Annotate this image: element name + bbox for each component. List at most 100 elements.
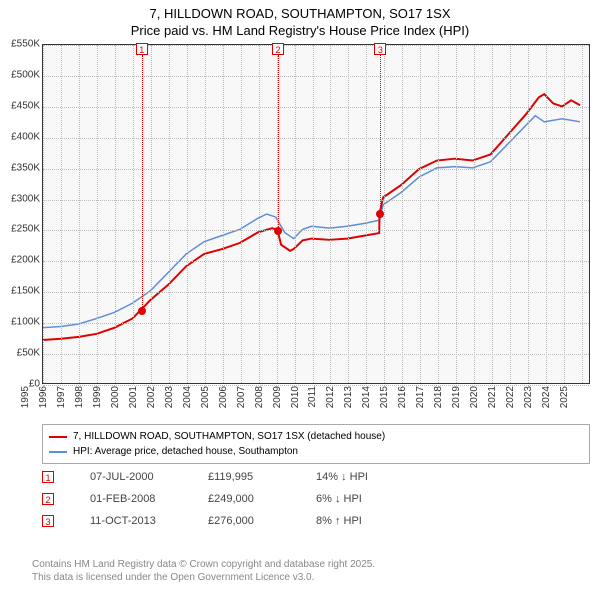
marker-box: 3: [374, 43, 386, 55]
gridline-vertical: [169, 45, 170, 383]
gridline-vertical: [438, 45, 439, 383]
gridline-horizontal: [43, 230, 589, 231]
xtick-label: 2014: [361, 386, 372, 416]
footer-line1: Contains HM Land Registry data © Crown c…: [32, 558, 375, 571]
gridline-vertical: [97, 45, 98, 383]
xtick-label: 2007: [236, 386, 247, 416]
gridline-vertical: [330, 45, 331, 383]
sales-index-box: 3: [42, 515, 54, 527]
xtick-label: 2001: [128, 386, 139, 416]
marker-dot: [138, 307, 146, 315]
title-line2: Price paid vs. HM Land Registry's House …: [0, 23, 600, 40]
ytick-label: £200K: [0, 255, 40, 266]
gridline-vertical: [348, 45, 349, 383]
gridline-horizontal: [43, 76, 589, 77]
xtick-label: 2011: [307, 386, 318, 416]
sales-row: 3 11-OCT-2013 £276,000 8% ↑ HPI: [32, 510, 590, 532]
marker-dot: [376, 210, 384, 218]
sales-date: 11-OCT-2013: [90, 515, 190, 527]
sales-price: £249,000: [208, 493, 298, 505]
gridline-horizontal: [43, 354, 589, 355]
title-line1: 7, HILLDOWN ROAD, SOUTHAMPTON, SO17 1SX: [0, 6, 600, 23]
gridline-vertical: [420, 45, 421, 383]
sales-date: 01-FEB-2008: [90, 493, 190, 505]
gridline-horizontal: [43, 107, 589, 108]
legend-swatch: [49, 451, 67, 453]
gridline-vertical: [313, 45, 314, 383]
gridline-vertical: [241, 45, 242, 383]
footer-text: Contains HM Land Registry data © Crown c…: [32, 558, 375, 584]
xtick-label: 2015: [379, 386, 390, 416]
gridline-horizontal: [43, 200, 589, 201]
ytick-label: £150K: [0, 286, 40, 297]
sales-delta: 6% ↓ HPI: [316, 493, 416, 505]
xtick-label: 2009: [272, 386, 283, 416]
gridline-vertical: [115, 45, 116, 383]
sales-delta: 8% ↑ HPI: [316, 515, 416, 527]
gridline-vertical: [510, 45, 511, 383]
xtick-label: 2022: [505, 386, 516, 416]
gridline-vertical: [79, 45, 80, 383]
legend-box: 7, HILLDOWN ROAD, SOUTHAMPTON, SO17 1SX …: [42, 424, 590, 464]
marker-line: [380, 55, 381, 214]
ytick-label: £500K: [0, 69, 40, 80]
ytick-label: £250K: [0, 224, 40, 235]
xtick-label: 2021: [487, 386, 498, 416]
gridline-vertical: [474, 45, 475, 383]
ytick-label: £350K: [0, 162, 40, 173]
xtick-label: 2012: [325, 386, 336, 416]
legend-row: 7, HILLDOWN ROAD, SOUTHAMPTON, SO17 1SX …: [49, 429, 583, 444]
gridline-vertical: [366, 45, 367, 383]
sales-row: 2 01-FEB-2008 £249,000 6% ↓ HPI: [32, 488, 590, 510]
gridline-vertical: [492, 45, 493, 383]
marker-line: [278, 55, 279, 231]
ytick-label: £400K: [0, 131, 40, 142]
gridline-vertical: [564, 45, 565, 383]
marker-box: 1: [136, 43, 148, 55]
xtick-label: 2000: [110, 386, 121, 416]
ytick-label: £450K: [0, 100, 40, 111]
chart-title: 7, HILLDOWN ROAD, SOUTHAMPTON, SO17 1SX …: [0, 0, 600, 40]
legend-label: HPI: Average price, detached house, Sout…: [73, 444, 298, 459]
xtick-label: 2020: [469, 386, 480, 416]
gridline-vertical: [187, 45, 188, 383]
gridline-vertical: [223, 45, 224, 383]
footer-line2: This data is licensed under the Open Gov…: [32, 571, 375, 584]
gridline-horizontal: [43, 292, 589, 293]
ytick-label: £100K: [0, 317, 40, 328]
gridline-horizontal: [43, 323, 589, 324]
xtick-label: 2008: [254, 386, 265, 416]
xtick-label: 2010: [290, 386, 301, 416]
gridline-vertical: [456, 45, 457, 383]
ytick-label: £300K: [0, 193, 40, 204]
xtick-label: 1998: [74, 386, 85, 416]
xtick-label: 2002: [146, 386, 157, 416]
xtick-label: 2017: [415, 386, 426, 416]
sales-price: £276,000: [208, 515, 298, 527]
xtick-label: 2024: [541, 386, 552, 416]
sales-price: £119,995: [208, 471, 298, 483]
ytick-label: £50K: [0, 348, 40, 359]
xtick-label: 2025: [559, 386, 570, 416]
xtick-label: 1995: [20, 386, 31, 416]
gridline-vertical: [384, 45, 385, 383]
marker-line: [142, 55, 143, 311]
chart-lines-svg: [43, 45, 589, 383]
xtick-label: 2023: [523, 386, 534, 416]
gridline-horizontal: [43, 138, 589, 139]
gridline-vertical: [402, 45, 403, 383]
gridline-vertical: [546, 45, 547, 383]
marker-box: 2: [272, 43, 284, 55]
sales-index-box: 2: [42, 493, 54, 505]
sales-index-box: 1: [42, 471, 54, 483]
gridline-vertical: [582, 45, 583, 383]
gridline-vertical: [205, 45, 206, 383]
sales-row: 107-JUL-2000£119,99514% ↓ HPI: [32, 466, 590, 488]
chart-plot-area: 1 2 3: [42, 44, 590, 384]
xtick-label: 2006: [218, 386, 229, 416]
sales-table: 107-JUL-2000£119,99514% ↓ HPI201-FEB-200…: [32, 466, 590, 532]
ytick-label: £550K: [0, 39, 40, 50]
xtick-label: 1999: [92, 386, 103, 416]
sales-date: 07-JUL-2000: [90, 471, 190, 483]
xtick-label: 2013: [343, 386, 354, 416]
